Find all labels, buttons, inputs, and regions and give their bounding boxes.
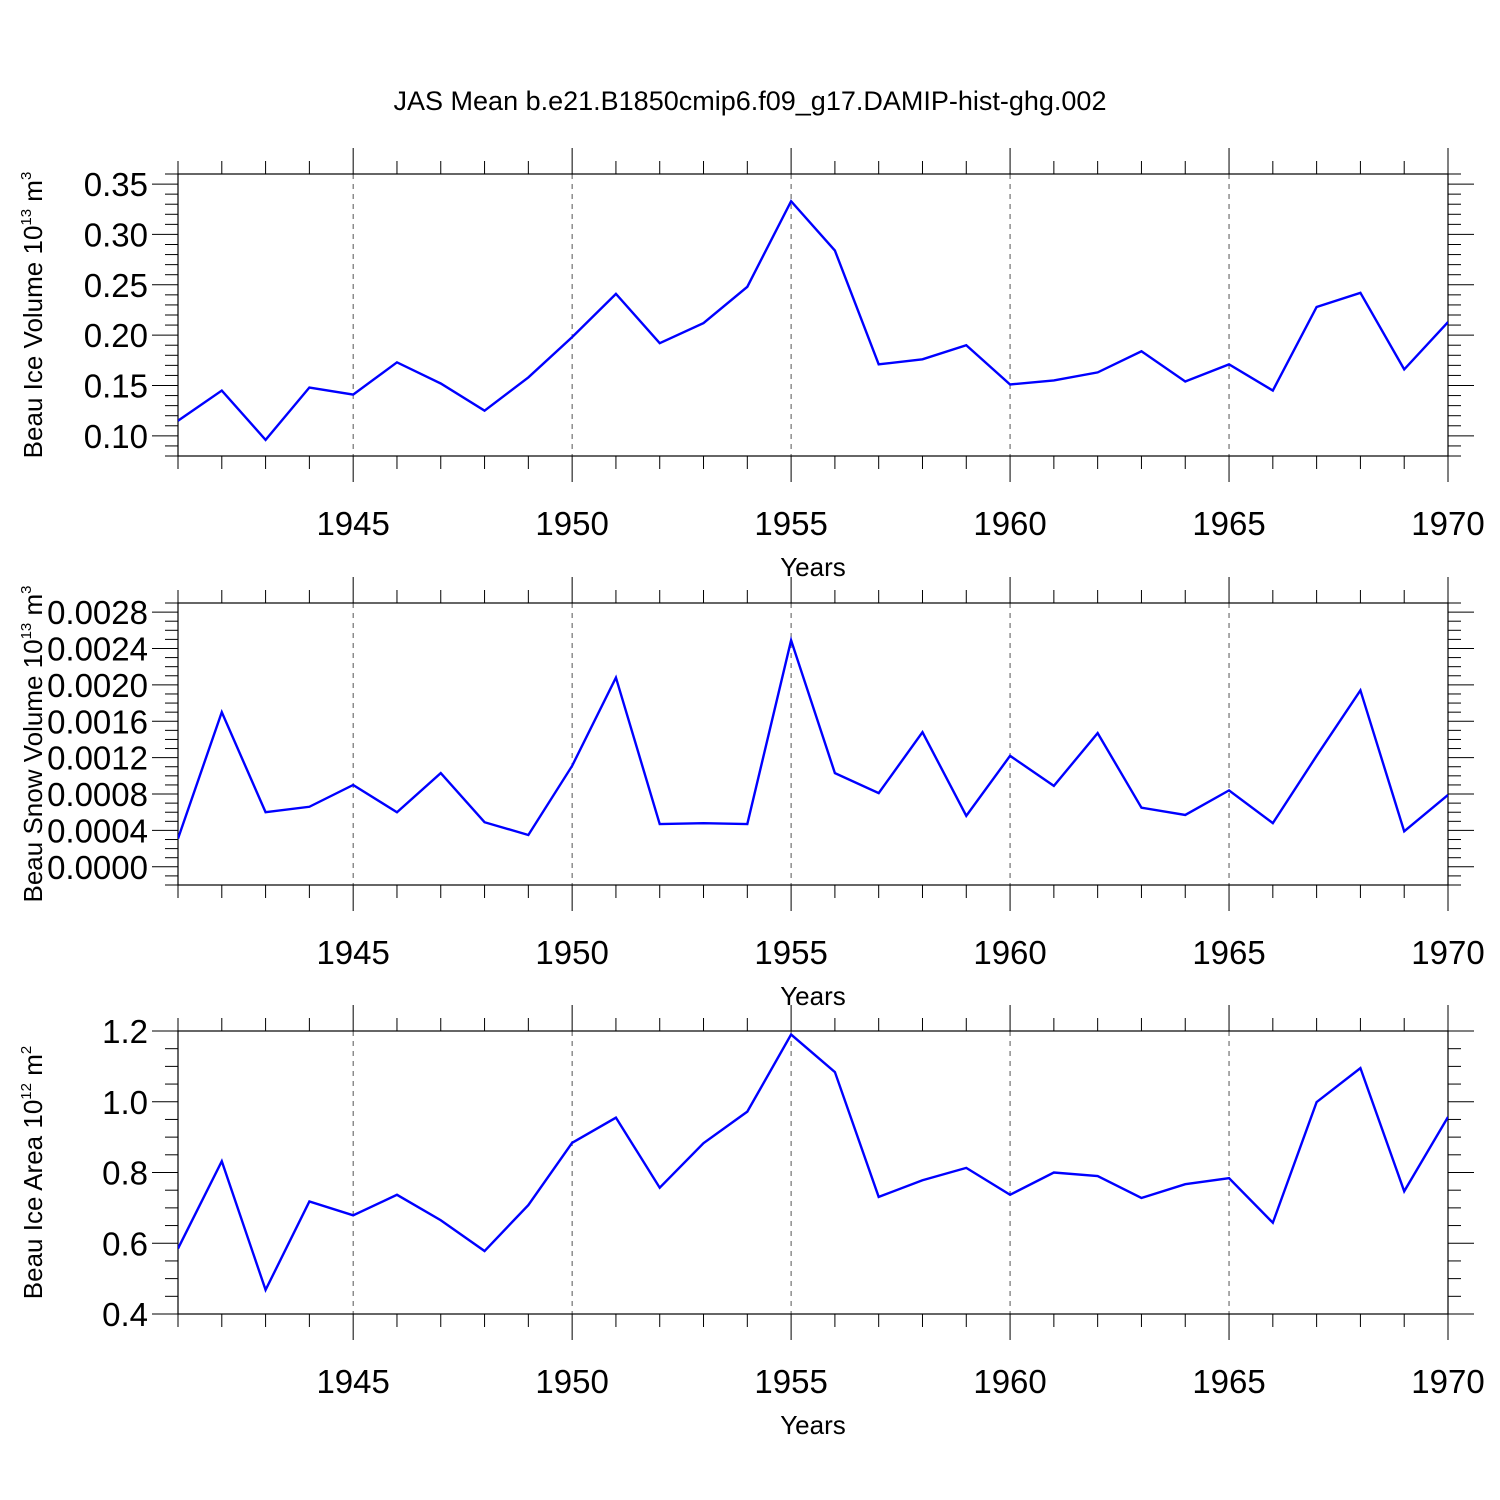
data-series-line	[178, 635, 1448, 840]
y-tick-label: 0.25	[84, 267, 148, 304]
panel-3: 0.4 0.6 0.8 1.0 1.2 1945 1950 1955 1960 1965 1970 Y…	[18, 1005, 1485, 1440]
y-tick-label: 0.0012	[47, 740, 148, 777]
plot-frame	[177, 173, 1449, 457]
y-tick-label: 0.0008	[47, 776, 148, 813]
x-tick-label: 1960	[973, 1363, 1046, 1400]
y-tick-label: 1.2	[102, 1013, 148, 1050]
x-tick-label: 1945	[316, 934, 389, 971]
y-tick-label: 0.0028	[47, 594, 148, 631]
y-axis-title: Beau Ice Volume 1013 m3	[18, 172, 48, 459]
y-tick-label: 0.0020	[47, 667, 148, 704]
y-tick-label: 1.0	[102, 1084, 148, 1121]
x-axis-title: Years	[780, 1410, 846, 1440]
y-tick-label: 0.30	[84, 216, 148, 253]
y-tick-label: 0.8	[102, 1155, 148, 1192]
x-tick-label: 1950	[535, 1363, 608, 1400]
x-tick-label: 1965	[1192, 1363, 1265, 1400]
x-tick-label: 1950	[535, 505, 608, 542]
y-tick-label: 0.6	[102, 1225, 148, 1262]
plot-frame	[177, 1030, 1449, 1315]
x-tick-label: 1970	[1411, 1363, 1484, 1400]
y-tick-label: 0.0000	[47, 849, 148, 886]
x-tick-label: 1960	[973, 934, 1046, 971]
y-tick-label: 0.15	[84, 368, 148, 405]
data-series-line	[178, 199, 1448, 442]
y-axis-title: Beau Snow Volume 1013 m3	[18, 586, 48, 903]
x-tick-label: 1965	[1192, 505, 1265, 542]
y-tick-label: 0.0024	[47, 630, 148, 667]
x-tick-label: 1945	[316, 1363, 389, 1400]
x-tick-label: 1970	[1411, 934, 1484, 971]
x-tick-label: 1955	[754, 934, 827, 971]
y-tick-label: 0.35	[84, 166, 148, 203]
y-tick-label: 0.0004	[47, 812, 148, 849]
x-tick-label: 1955	[754, 505, 827, 542]
x-tick-label: 1960	[973, 505, 1046, 542]
plot-frame	[177, 602, 1449, 886]
panel-2: 0.00000.00040.00080.00120.00160.00200.00…	[18, 577, 1485, 1011]
data-series-line	[178, 1032, 1448, 1294]
y-tick-label: 0.20	[84, 317, 148, 354]
y-tick-label: 0.0016	[47, 703, 148, 740]
chart-title: JAS Mean b.e21.B1850cmip6.f09_g17.DAMIP-…	[394, 86, 1107, 116]
y-tick-label: 0.4	[102, 1296, 148, 1333]
x-tick-label: 1965	[1192, 934, 1265, 971]
x-tick-label: 1945	[316, 505, 389, 542]
x-axis-title: Years	[780, 552, 846, 582]
x-tick-label: 1955	[754, 1363, 827, 1400]
x-axis-title: Years	[780, 981, 846, 1011]
x-tick-label: 1950	[535, 934, 608, 971]
y-axis-title: Beau Ice Area 1012 m2	[18, 1046, 48, 1299]
y-tick-label: 0.10	[84, 418, 148, 455]
x-tick-label: 1970	[1411, 505, 1484, 542]
panel-1: 0.10 0.15 0.20 0.25 0.30 0.35 1945 1950 1955 1960…	[18, 148, 1485, 582]
